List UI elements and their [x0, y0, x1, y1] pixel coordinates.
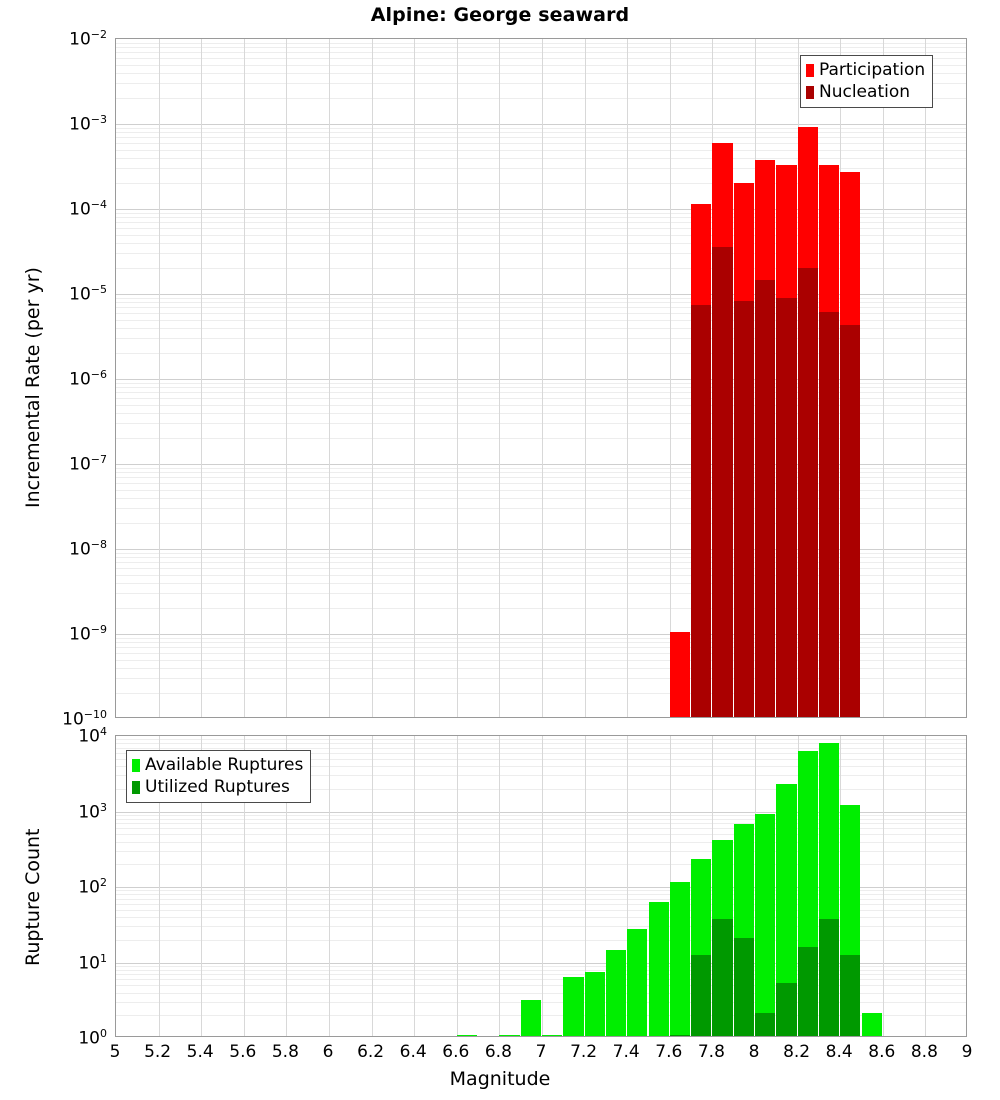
x-tick-label: 7.2 — [570, 1042, 598, 1062]
bottom-chart-legend: Available Ruptures Utilized Ruptures — [126, 750, 312, 803]
legend-swatch-icon — [132, 780, 140, 794]
legend-item[interactable]: Nucleation — [806, 81, 925, 103]
bar-rupture-count-available-ruptures-13 — [755, 813, 776, 1036]
legend-label: Nucleation — [819, 81, 911, 102]
bar-rupture-count-utilized-ruptures-5 — [776, 983, 797, 1036]
bottom-chart-y-axis-label: Rupture Count — [22, 828, 44, 967]
page-title: Alpine: George seaward — [370, 4, 630, 26]
bar-rupture-count-available-ruptures-5 — [584, 972, 605, 1036]
y-tick-label: 101 — [78, 951, 107, 974]
bar-rupture-count-available-ruptures-2 — [520, 1000, 541, 1036]
y-tick-label: 10−7 — [69, 453, 107, 475]
bar-rupture-count-available-ruptures-6 — [605, 949, 627, 1036]
bar-rupture-count-available-ruptures-0 — [456, 1035, 478, 1036]
y-tick-label: 10−8 — [69, 538, 107, 560]
legend-swatch-icon — [132, 758, 140, 772]
legend-item[interactable]: Participation — [806, 59, 925, 81]
x-tick-label: 5 — [109, 1042, 121, 1062]
bar-incremental-rate-nucleation-7 — [818, 312, 840, 717]
bar-rupture-count-utilized-ruptures-4 — [755, 1013, 776, 1036]
y-tick-label: 10−9 — [69, 623, 107, 645]
x-tick-label: 8.4 — [825, 1042, 853, 1062]
bottom-chart-gridlines — [116, 736, 966, 1036]
y-tick-label: 10−3 — [69, 113, 107, 135]
x-tick-label: 6.4 — [399, 1042, 427, 1062]
x-tick-label: 6.6 — [442, 1042, 470, 1062]
legend-label: Participation — [819, 59, 926, 80]
bar-rupture-count-available-ruptures-1 — [499, 1035, 520, 1036]
top-chart-y-axis-label: Incremental Rate (per yr) — [22, 267, 44, 508]
x-tick-label: 5.4 — [186, 1042, 214, 1062]
bar-rupture-count-utilized-ruptures-1 — [691, 954, 712, 1036]
x-tick-label: 6.8 — [484, 1042, 512, 1062]
y-tick-label: 104 — [78, 725, 107, 747]
x-axis-label: Magnitude — [449, 1068, 551, 1090]
y-tick-label: 10−6 — [69, 368, 107, 390]
x-tick-label: 8 — [748, 1042, 760, 1062]
top-chart-gridlines — [116, 39, 966, 717]
x-tick-label: 6.2 — [357, 1042, 385, 1062]
bar-incremental-rate-participation-0 — [669, 632, 691, 717]
bar-rupture-count-available-ruptures-14 — [776, 783, 797, 1036]
legend-item[interactable]: Utilized Ruptures — [132, 776, 303, 798]
bar-rupture-count-available-ruptures-9 — [669, 881, 691, 1036]
y-tick-label: 10−10 — [62, 708, 107, 730]
bar-rupture-count-available-ruptures-3 — [542, 1035, 563, 1036]
x-tick-label: 7.6 — [655, 1042, 683, 1062]
legend-label: Available Ruptures — [145, 754, 304, 775]
x-tick-label: 7.4 — [612, 1042, 640, 1062]
bar-rupture-count-utilized-ruptures-2 — [712, 918, 733, 1036]
bar-incremental-rate-nucleation-4 — [755, 279, 776, 717]
rupture-count-plot — [115, 735, 967, 1037]
x-tick-label: 7 — [535, 1042, 547, 1062]
x-tick-label: 8.2 — [783, 1042, 811, 1062]
bar-incremental-rate-nucleation-8 — [840, 324, 861, 717]
x-tick-label: 9 — [961, 1042, 973, 1062]
bar-incremental-rate-nucleation-3 — [733, 300, 754, 717]
bar-rupture-count-available-ruptures-7 — [627, 929, 648, 1036]
y-tick-label: 10−4 — [69, 198, 107, 220]
y-tick-label: 102 — [78, 876, 107, 898]
x-tick-label: 5.6 — [229, 1042, 257, 1062]
top-chart-legend: Participation Nucleation — [800, 55, 934, 108]
x-tick-label: 7.8 — [697, 1042, 725, 1062]
y-tick-label: 10−5 — [69, 283, 107, 305]
bar-incremental-rate-nucleation-2 — [712, 246, 733, 717]
bar-rupture-count-utilized-ruptures-7 — [818, 919, 840, 1036]
bar-rupture-count-utilized-ruptures-0 — [669, 1035, 691, 1036]
x-tick-label: 6 — [322, 1042, 334, 1062]
bar-incremental-rate-nucleation-6 — [797, 268, 818, 717]
x-tick-label: 8.6 — [868, 1042, 896, 1062]
y-tick-label: 100 — [78, 1027, 107, 1049]
legend-swatch-icon — [806, 63, 814, 77]
bar-rupture-count-available-ruptures-8 — [648, 901, 669, 1036]
x-tick-label: 8.8 — [910, 1042, 938, 1062]
legend-swatch-icon — [806, 85, 814, 99]
bar-incremental-rate-nucleation-1 — [691, 305, 712, 717]
bar-rupture-count-available-ruptures-4 — [563, 977, 584, 1036]
x-tick-label: 5.8 — [271, 1042, 299, 1062]
bar-rupture-count-utilized-ruptures-8 — [840, 954, 861, 1036]
bar-rupture-count-available-ruptures-18 — [861, 1013, 882, 1036]
x-tick-label: 5.2 — [144, 1042, 172, 1062]
bar-rupture-count-utilized-ruptures-6 — [797, 947, 818, 1036]
legend-label: Utilized Ruptures — [145, 776, 290, 797]
legend-item[interactable]: Available Ruptures — [132, 754, 303, 776]
bar-rupture-count-utilized-ruptures-3 — [733, 937, 754, 1036]
y-tick-label: 103 — [78, 800, 107, 823]
bar-incremental-rate-nucleation-5 — [776, 298, 797, 717]
y-tick-label: 10−2 — [69, 28, 107, 50]
bottom-chart-bars — [116, 736, 966, 1036]
top-chart-bars — [116, 39, 966, 717]
incremental-rate-plot — [115, 38, 967, 718]
